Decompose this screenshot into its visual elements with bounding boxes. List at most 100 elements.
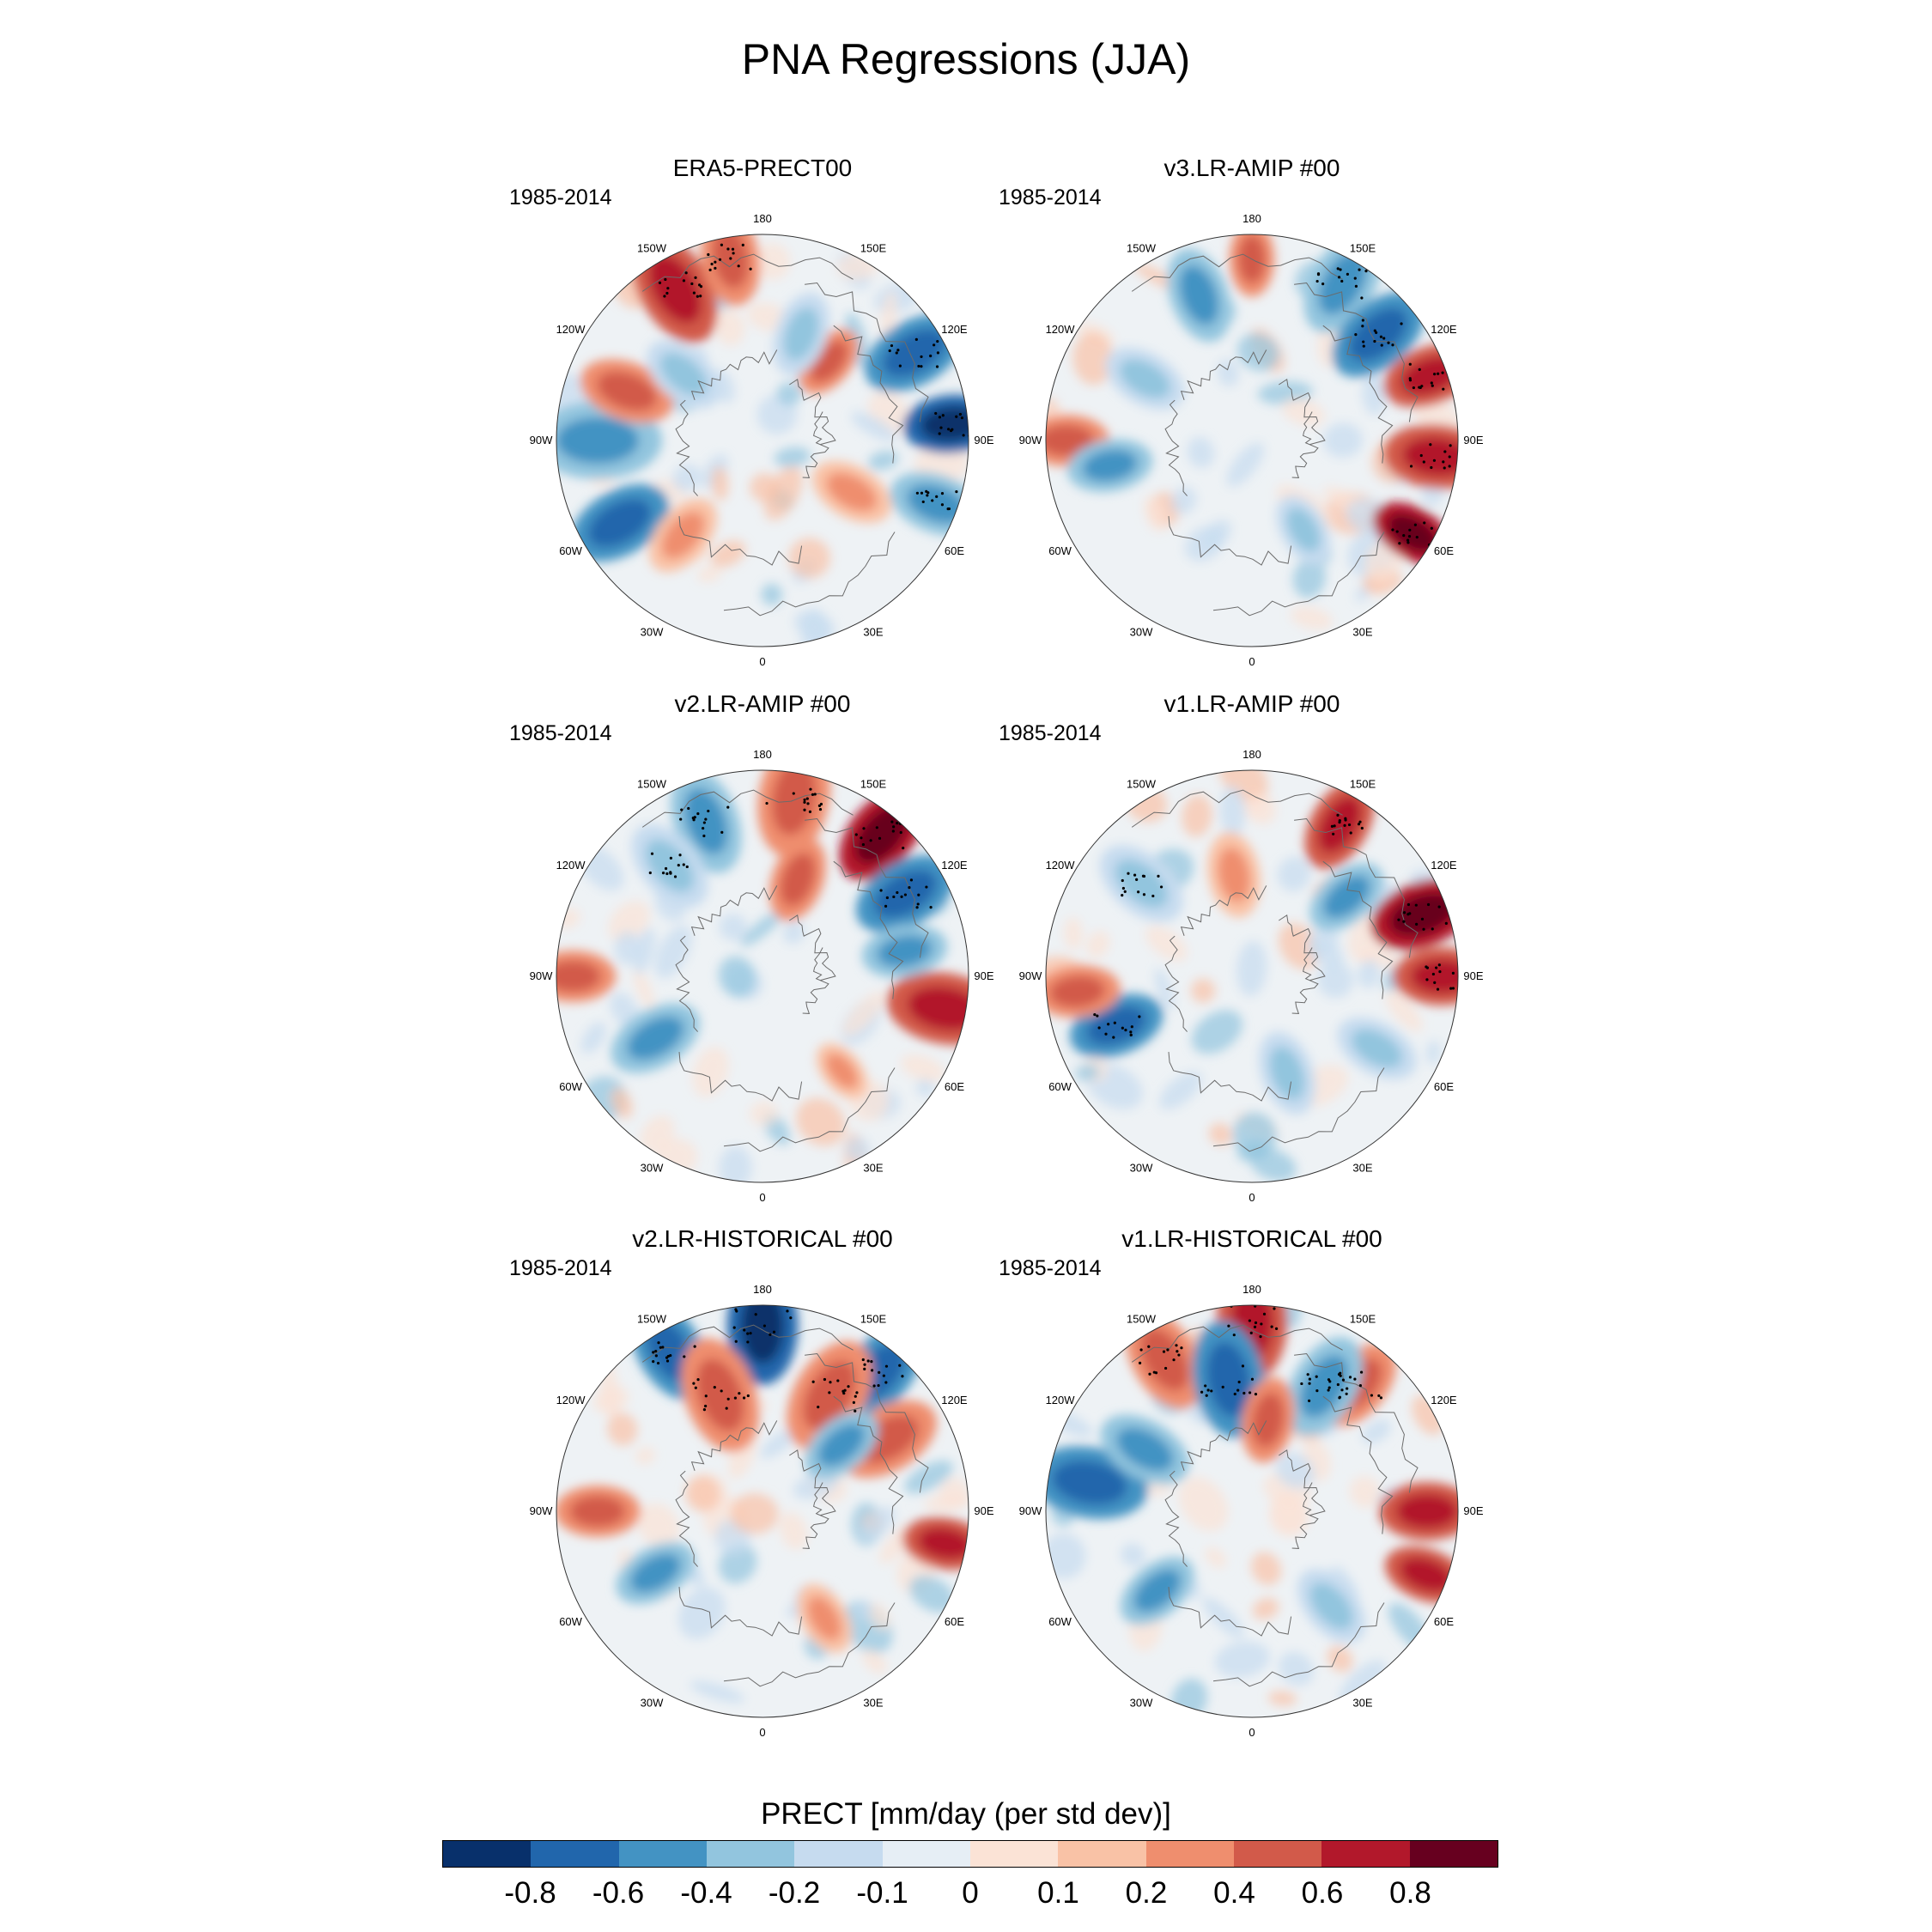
significance-dot <box>743 1328 746 1332</box>
significance-dot <box>1172 1358 1176 1362</box>
coastline <box>723 1602 896 1687</box>
significance-dot <box>682 863 685 866</box>
field-patch <box>719 1145 752 1182</box>
significance-dot <box>1151 894 1155 898</box>
field-patch <box>1219 786 1246 837</box>
significance-dot <box>896 821 899 825</box>
coastline <box>805 282 929 422</box>
significance-dot <box>854 833 858 836</box>
field-patch <box>1144 495 1166 532</box>
significance-dot <box>817 1406 820 1409</box>
significance-dot <box>692 1382 696 1385</box>
significance-dot <box>1135 878 1139 881</box>
significance-dot <box>1306 1373 1309 1376</box>
significance-dot <box>1461 988 1463 991</box>
longitude-label: 30E <box>1352 625 1372 638</box>
longitude-label: 120W <box>1046 323 1076 336</box>
significance-dot <box>1425 966 1430 969</box>
field-patch <box>592 1386 629 1414</box>
significance-dot <box>665 1359 670 1363</box>
longitude-label: 0 <box>1249 1726 1255 1739</box>
significance-dot <box>692 291 696 295</box>
significance-dot <box>664 866 668 871</box>
significance-dot <box>1328 1380 1332 1383</box>
coastline <box>690 885 778 936</box>
anomaly-core <box>826 472 878 512</box>
field-patch <box>1282 398 1325 427</box>
significance-dot <box>863 1363 866 1366</box>
significance-dot <box>884 1364 889 1368</box>
field-patch <box>1236 940 1267 997</box>
significance-dot <box>1233 1392 1236 1396</box>
field-patch <box>1072 331 1114 386</box>
field-patch <box>1190 978 1216 1003</box>
significance-dot <box>720 830 724 834</box>
significance-dot <box>1395 530 1399 533</box>
field-patch <box>861 1649 888 1674</box>
significance-dot <box>914 337 918 341</box>
coastline <box>1322 1395 1394 1534</box>
significance-dot <box>1123 890 1127 893</box>
anomaly-core <box>825 1053 859 1089</box>
significance-dot <box>659 1346 662 1349</box>
significance-dot <box>661 1346 665 1349</box>
significance-dot <box>1121 1026 1124 1030</box>
panel-title: v1.LR-AMIP #00 <box>1163 690 1340 717</box>
field-patch <box>1327 1645 1353 1673</box>
significance-dot <box>726 1397 730 1400</box>
significance-dot <box>1221 1385 1224 1388</box>
longitude-label: 150W <box>637 242 667 255</box>
panel-title: ERA5-PRECT00 <box>672 155 853 181</box>
longitude-label: 0 <box>759 655 765 668</box>
colorbar-tick-label: 0.1 <box>1037 1876 1079 1910</box>
significance-dot <box>1437 905 1441 908</box>
significance-dot <box>1332 832 1335 835</box>
field-patch <box>1085 931 1110 958</box>
significance-dot <box>1270 1325 1273 1328</box>
significance-dot <box>1420 917 1425 920</box>
field-patch <box>788 538 830 579</box>
longitude-label: 90E <box>1463 1504 1483 1517</box>
significance-dot <box>949 428 953 433</box>
significance-dot <box>1375 331 1378 334</box>
map-panel-v2-amip: v2.LR-AMIP #00 1985-2014 180 150E 120E 90E 6… <box>509 690 1003 1217</box>
significance-dot <box>734 1340 738 1343</box>
significance-dot <box>682 279 686 283</box>
significance-dot <box>699 295 702 298</box>
significance-dot <box>765 801 769 805</box>
significance-dot <box>1451 971 1455 975</box>
coastline <box>678 1052 803 1102</box>
significance-dot <box>694 1386 697 1389</box>
significance-dot <box>1422 927 1425 931</box>
field-patch <box>1246 793 1277 825</box>
significance-dot <box>878 1370 881 1374</box>
significance-dot <box>749 267 752 270</box>
significance-dot <box>1438 969 1442 974</box>
significance-dot <box>1129 1033 1133 1037</box>
significance-dot <box>772 1330 776 1334</box>
significance-dot <box>1237 1380 1241 1384</box>
field-patch <box>1214 1641 1271 1678</box>
colorbar-tick-label: 0.2 <box>1125 1876 1168 1910</box>
figure-title: PNA Regressions (JJA) <box>741 35 1191 83</box>
significance-dot <box>1357 823 1361 826</box>
significance-dot <box>1340 279 1344 283</box>
significance-dot <box>737 264 740 268</box>
significance-dot <box>1430 544 1434 547</box>
significance-dot <box>1176 1350 1179 1353</box>
significance-dot <box>694 276 697 279</box>
significance-dot <box>654 1350 658 1353</box>
field-patch <box>1349 1476 1381 1509</box>
anomaly-core <box>648 254 702 324</box>
longitude-label: 180 <box>753 1283 772 1296</box>
significance-dot <box>1274 1327 1279 1330</box>
significance-dot <box>1327 1388 1330 1392</box>
field-patch <box>916 1077 934 1097</box>
significance-dot <box>805 797 809 800</box>
field-patch <box>711 466 729 501</box>
significance-dot <box>936 351 940 355</box>
longitude-label: 60E <box>1434 544 1454 557</box>
anomaly-core <box>659 353 708 396</box>
coastline <box>1294 282 1419 422</box>
anomaly-core <box>646 1319 694 1382</box>
